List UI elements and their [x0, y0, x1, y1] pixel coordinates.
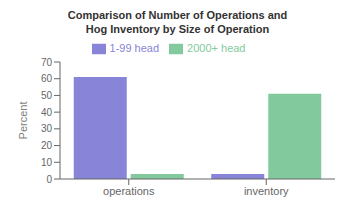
svg-text:50: 50 — [41, 90, 53, 101]
svg-text:40: 40 — [41, 107, 53, 118]
svg-text:70: 70 — [41, 57, 53, 68]
svg-text:10: 10 — [41, 157, 53, 168]
html-text:2000+ head: 2000+ head — [187, 42, 246, 54]
svg-text:operations: operations — [103, 185, 155, 197]
svg-text:inventory: inventory — [244, 185, 289, 197]
html-text:1-99 head: 1-99 head — [109, 42, 160, 54]
svg-text:Percent: Percent — [17, 102, 29, 140]
svg-text:60: 60 — [41, 73, 53, 84]
svg-text:30: 30 — [41, 123, 53, 134]
html-text:Hog Inventory by Size of Opera: Hog Inventory by Size of Operation — [85, 23, 270, 35]
html-text:Comparison of Number of Operat: Comparison of Number of Operations and — [67, 9, 288, 21]
svg-text:20: 20 — [41, 140, 53, 151]
svg-text:0: 0 — [46, 174, 52, 185]
